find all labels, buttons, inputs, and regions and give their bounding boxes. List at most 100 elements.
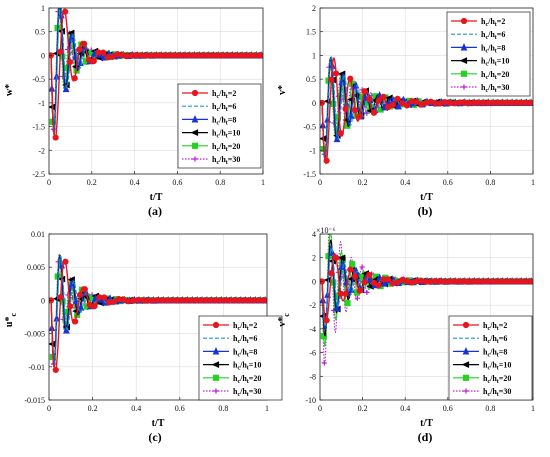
legend-label: hc/ht=20 [212, 142, 240, 153]
legend-label: hc/ht=8 [233, 347, 257, 358]
panel-caption: (c) [148, 430, 161, 444]
panel-caption: (a) [148, 204, 162, 218]
y-tick-label: 2 [312, 4, 316, 13]
series-marker-1 [332, 254, 340, 261]
legend-marker [461, 84, 467, 90]
y-tick-label: -1 [38, 99, 45, 108]
x-tick-label: 0.4 [400, 178, 410, 187]
y-axis-label: v*c [277, 313, 291, 327]
chart-panel-4: 0 0.2 0.4 0.6 0.8 1 4 2 0 -2 -4 -6 -8 -10 t/T v*c ×10⁻⁶ (… [277, 226, 535, 444]
x-tick-label: 0 [318, 178, 322, 187]
x-tick-label: 0.8 [485, 178, 495, 187]
y-tick-label: 0.01 [31, 230, 45, 239]
series-marker-1 [109, 53, 116, 60]
y-tick-label: -6 [309, 349, 316, 358]
x-tick-label: 1 [265, 404, 269, 413]
series-marker-1 [67, 303, 74, 310]
series-marker-1 [337, 130, 344, 137]
y-tick-label: -0.005 [24, 330, 45, 339]
legend-marker [460, 70, 468, 77]
legend: hc/ht=2 hc/ht=6 hc/ht=8 hc/ht=10 hc/ht=20 hc/… [177, 83, 262, 169]
y-tick-label: 0.005 [27, 263, 45, 272]
series-marker-3 [333, 303, 341, 312]
x-tick-label: 0.6 [172, 178, 182, 187]
exponent-label: ×10⁻⁶ [316, 226, 336, 235]
legend-label: hc/ht=10 [483, 361, 511, 372]
y-tick-label: -2 [309, 301, 316, 310]
panel-caption: (d) [418, 430, 433, 444]
legend-marker [213, 388, 219, 394]
legend-label: hc/ht=6 [212, 102, 236, 113]
y-tick-label: 0 [41, 296, 45, 305]
series-marker-1 [328, 76, 335, 83]
series-marker-1 [52, 366, 59, 374]
series-marker-1 [356, 287, 363, 294]
y-tick-label: 1 [41, 4, 45, 13]
series-marker-1 [62, 258, 69, 265]
series-marker-1 [356, 113, 363, 120]
legend-marker [212, 374, 220, 381]
x-tick-label: 0.4 [400, 404, 410, 413]
legend-label: hc/ht=2 [212, 89, 236, 100]
x-tick-label: 1 [531, 404, 535, 413]
series-marker-3 [381, 279, 388, 287]
legend-label: hc/ht=8 [483, 347, 507, 358]
series-marker-1 [342, 105, 349, 112]
legend-marker [459, 57, 468, 64]
y-axis-label: u*c [4, 313, 18, 328]
series-marker-1 [130, 297, 137, 304]
legend-label: hc/ht=2 [233, 321, 257, 332]
y-tick-label: 0.5 [35, 28, 45, 37]
x-tick-label: 0.8 [215, 178, 225, 187]
series-marker-1 [90, 58, 97, 65]
series-marker-1 [380, 93, 387, 100]
x-tick-label: 0.6 [443, 178, 453, 187]
series-marker-1 [366, 271, 373, 279]
series-marker-6 [354, 295, 360, 301]
series-marker-1 [81, 40, 88, 47]
x-tick-label: 0.4 [131, 404, 141, 413]
series-marker-1 [57, 294, 64, 301]
series-marker-1 [323, 317, 330, 324]
chart-panel-3: 0 0.2 0.4 0.6 0.8 1 0.01 0.005 0 -0.005 -0.01 -0.01… [4, 230, 283, 444]
series-marker-1 [257, 52, 263, 59]
series-marker-1 [91, 303, 98, 310]
y-tick-label: -4 [309, 325, 316, 334]
legend-marker [191, 89, 199, 97]
series-marker-1 [100, 49, 107, 56]
legend-label: hc/ht=8 [481, 43, 505, 54]
y-axis-label: v* [277, 85, 288, 95]
y-tick-label: 1.5 [306, 28, 316, 37]
x-tick-label: 0.2 [88, 404, 98, 413]
y-tick-label: -1.5 [32, 123, 45, 132]
series-marker-1 [351, 273, 359, 280]
legend-label: hc/ht=6 [233, 334, 257, 345]
series-marker-5 [349, 260, 356, 268]
legend-marker [462, 374, 470, 381]
y-tick-label: -10 [305, 396, 316, 405]
x-tick-label: 1 [531, 178, 535, 187]
legend-marker [462, 346, 470, 355]
legend-label: hc/ht=6 [481, 30, 505, 41]
series-marker-1 [347, 266, 354, 273]
x-tick-label: 0.6 [175, 404, 185, 413]
x-axis-label: t/T [152, 418, 165, 429]
legend-marker [190, 129, 199, 136]
series-marker-3 [63, 325, 70, 334]
legend-label: hc/ht=20 [481, 70, 509, 81]
legend-marker [212, 346, 220, 355]
legend-box [446, 11, 531, 97]
legend-marker [463, 388, 469, 394]
x-axis-label: t/T [420, 418, 433, 429]
series-marker-1 [394, 279, 401, 286]
legend-marker [462, 321, 470, 329]
legend-label: hc/ht=30 [481, 83, 509, 94]
x-tick-label: 0.4 [130, 178, 140, 187]
legend-label: hc/ht=20 [233, 374, 261, 385]
series-marker-6 [321, 360, 327, 366]
series-marker-1 [328, 270, 335, 277]
legend-marker [212, 321, 220, 329]
series-marker-1 [385, 104, 392, 111]
y-tick-label: -0.5 [32, 75, 45, 84]
